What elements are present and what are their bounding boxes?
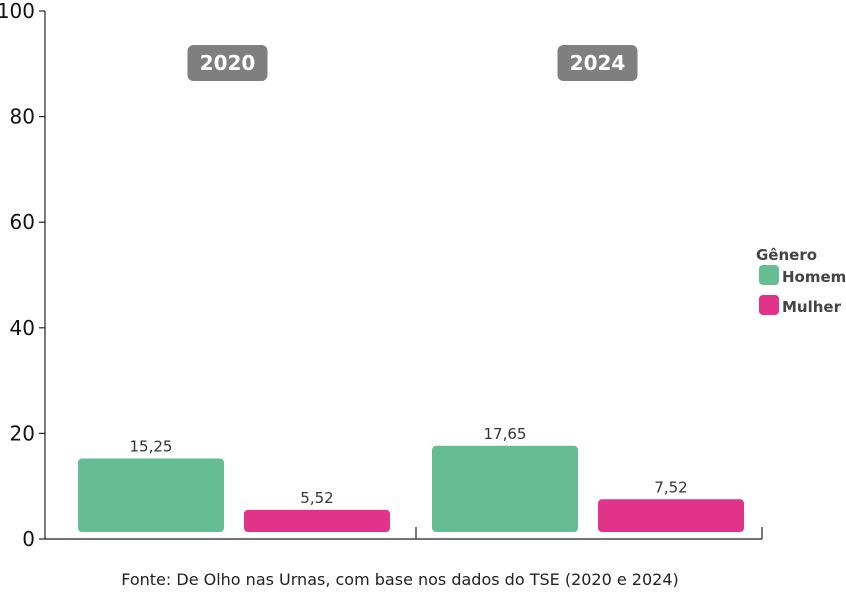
year-badge <box>557 45 638 81</box>
year-badge <box>187 45 268 81</box>
legend-label: Homem <box>782 268 846 286</box>
bar-homem-2024 <box>432 445 578 532</box>
y-tick-label: 80 <box>10 105 35 129</box>
data-label: 17,65 <box>484 425 527 443</box>
data-label: 15,25 <box>130 437 173 455</box>
y-tick-label: 0 <box>22 527 35 551</box>
year-badge-label: 2024 <box>570 51 626 75</box>
y-tick-label: 20 <box>10 421 35 445</box>
data-label: 5,52 <box>300 489 333 507</box>
source-note: Fonte: De Olho nas Urnas, com base nos d… <box>121 570 679 589</box>
bar-mulher-2024 <box>598 499 744 532</box>
legend-swatch <box>759 295 779 315</box>
y-tick-label: 100 <box>0 0 35 23</box>
bar-mulher-2020 <box>244 509 390 532</box>
data-label: 7,52 <box>654 478 687 496</box>
y-tick-label: 40 <box>10 316 35 340</box>
bar-homem-2020 <box>78 458 224 532</box>
legend-swatch <box>759 265 779 285</box>
y-tick-label: 60 <box>10 210 35 234</box>
legend-label: Mulher <box>782 298 842 316</box>
year-badge-label: 2020 <box>200 51 256 75</box>
legend-title: Gênero <box>756 246 817 264</box>
